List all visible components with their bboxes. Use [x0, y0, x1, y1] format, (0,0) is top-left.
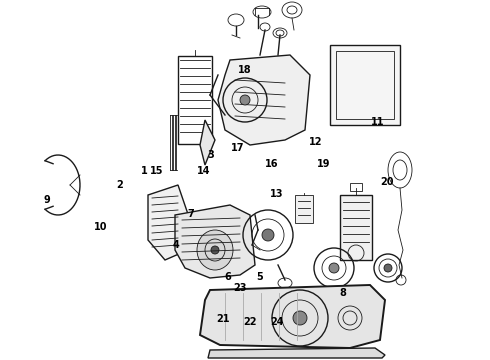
Polygon shape [200, 120, 215, 165]
Text: 16: 16 [265, 159, 279, 169]
Text: 19: 19 [317, 159, 330, 169]
Polygon shape [175, 205, 255, 278]
Text: 18: 18 [238, 65, 252, 75]
Text: 15: 15 [150, 166, 164, 176]
Text: 7: 7 [188, 209, 195, 219]
Bar [330, 45, 400, 125]
Ellipse shape [329, 263, 339, 273]
Text: 11: 11 [370, 117, 384, 127]
Text: 5: 5 [256, 272, 263, 282]
Text: 12: 12 [309, 137, 323, 147]
Text: 23: 23 [233, 283, 247, 293]
Polygon shape [208, 348, 385, 358]
Text: 24: 24 [270, 317, 284, 327]
Text: 14: 14 [196, 166, 210, 176]
Text: 4: 4 [173, 240, 180, 250]
Text: 3: 3 [207, 150, 214, 160]
Bar [295, 195, 313, 223]
Ellipse shape [211, 246, 219, 254]
Text: 17: 17 [231, 143, 245, 153]
Polygon shape [218, 55, 310, 145]
Text: 22: 22 [243, 317, 257, 327]
Bar [340, 195, 372, 260]
Text: 1: 1 [141, 166, 148, 176]
Ellipse shape [384, 264, 392, 272]
Text: 13: 13 [270, 189, 284, 199]
Bar [178, 56, 212, 144]
Bar [336, 51, 394, 119]
Text: 20: 20 [380, 177, 394, 187]
Ellipse shape [240, 95, 250, 105]
Bar [350, 183, 362, 191]
Text: 9: 9 [43, 195, 50, 205]
Text: 2: 2 [117, 180, 123, 190]
Text: 8: 8 [340, 288, 346, 298]
Ellipse shape [293, 311, 307, 325]
Text: 21: 21 [216, 314, 230, 324]
Text: 6: 6 [224, 272, 231, 282]
Text: 10: 10 [94, 222, 107, 232]
Polygon shape [200, 285, 385, 348]
Ellipse shape [197, 230, 233, 270]
Polygon shape [148, 185, 190, 260]
Ellipse shape [262, 229, 274, 241]
